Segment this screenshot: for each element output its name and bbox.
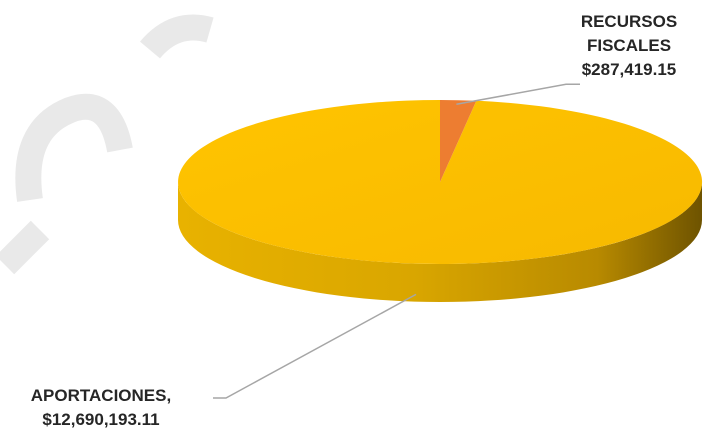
data-label-aportaciones-value: $12,690,193.11 xyxy=(42,410,159,429)
data-label-recursos-value: $287,419.15 xyxy=(582,60,677,79)
data-label-recursos-line1: RECURSOS xyxy=(581,12,677,31)
leader-line-aportaciones xyxy=(213,294,416,398)
data-label-aportaciones-line1: APORTACIONES, xyxy=(31,386,171,405)
pie-body xyxy=(178,100,702,302)
leader-line-recursos-fiscales xyxy=(456,84,580,104)
data-label-recursos-line2: FISCALES xyxy=(587,36,671,55)
watermark xyxy=(5,28,210,266)
